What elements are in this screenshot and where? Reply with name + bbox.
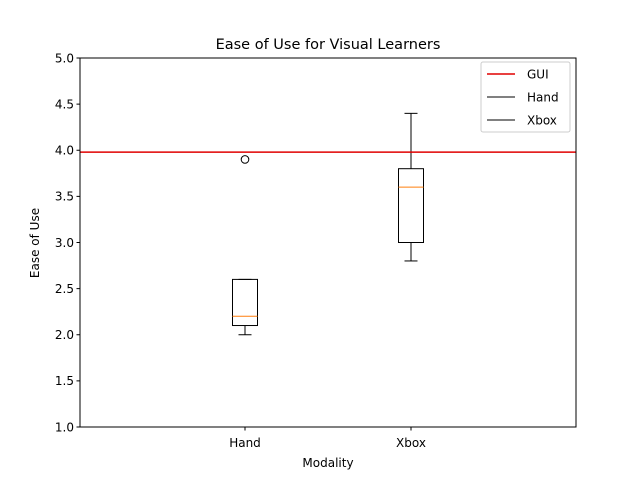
y-tick-label: 4.0 <box>55 144 74 158</box>
box-rect <box>398 168 424 243</box>
outlier-point <box>240 155 250 164</box>
y-tick-label: 2.5 <box>55 282 74 296</box>
legend-label: GUI <box>527 67 549 81</box>
box-rect <box>232 278 258 327</box>
y-tick-label: 5.0 <box>55 51 74 65</box>
box-hand <box>232 155 258 336</box>
y-tick-label: 3.0 <box>55 236 74 250</box>
y-tick-label: 3.5 <box>55 190 74 204</box>
x-tick-label: Xbox <box>396 436 426 450</box>
legend-label: Hand <box>527 90 559 104</box>
y-tick-label: 1.0 <box>55 420 74 434</box>
plot-area: 1.0 1.5 2.0 2.5 3.0 3.5 4.0 4.5 5.0 Hand Xbox <box>55 51 577 450</box>
y-tick-label: 2.0 <box>55 328 74 342</box>
legend-box <box>480 61 571 133</box>
y-tick-label: 1.5 <box>55 374 74 388</box>
y-axis-label: Ease of Use <box>28 208 42 278</box>
x-tick-label: Hand <box>229 436 261 450</box>
x-axis-label: Modality <box>302 456 353 470</box>
y-tick-label: 4.5 <box>55 97 74 111</box>
chart-title: Ease of Use for Visual Learners <box>216 37 441 53</box>
legend-label: Xbox <box>527 113 557 127</box>
legend: GUI Hand Xbox <box>480 61 571 133</box>
box-xbox <box>398 112 424 262</box>
